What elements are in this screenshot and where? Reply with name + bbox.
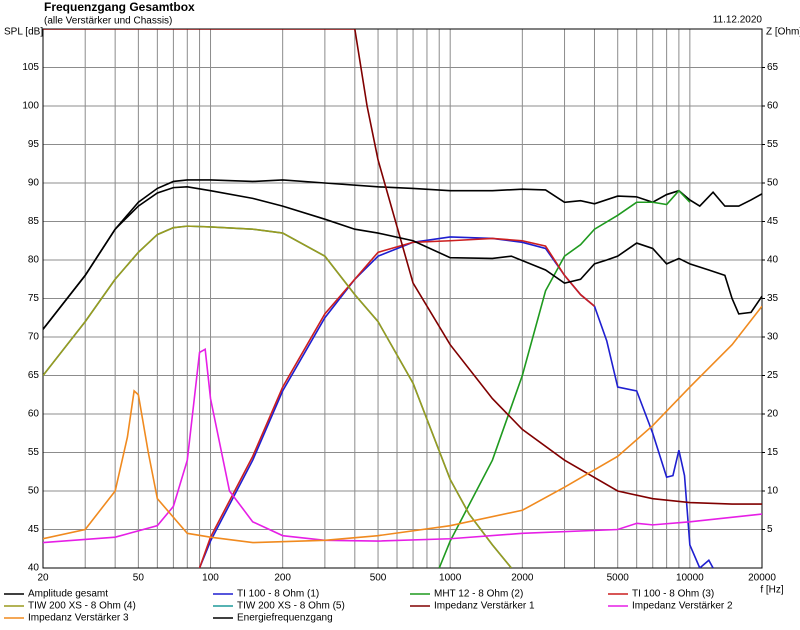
y-tick-label: 75 [28, 293, 40, 304]
x-tick-label: 1000 [439, 573, 462, 584]
y-tick-label: 105 [22, 62, 39, 73]
x-tick-label: 5000 [607, 573, 630, 584]
legend-label: TIW 200 XS - 8 Ohm (5) [237, 601, 345, 612]
legend-label: Impedanz Verstärker 3 [28, 613, 129, 624]
y-tick-label: 70 [28, 332, 40, 343]
x-tick-label: 2000 [511, 573, 534, 584]
series-line [43, 179, 762, 330]
y2-tick-label: 25 [767, 370, 779, 381]
y-tick-label: 90 [28, 178, 40, 189]
series-line [43, 225, 512, 568]
y-tick-label: 40 [28, 563, 40, 574]
series-line [43, 186, 762, 330]
y-tick-label: 60 [28, 409, 40, 420]
legend-label: TI 100 - 8 Ohm (3) [632, 589, 714, 600]
legend-label: TIW 200 XS - 8 Ohm (4) [28, 601, 136, 612]
x-tick-label: 50 [133, 573, 145, 584]
x-tick-label: 10000 [676, 573, 704, 584]
plot-frame [42, 28, 763, 569]
series-line [43, 29, 762, 505]
legend-label: Energiefrequenzgang [237, 613, 333, 624]
x-tick-label: 20000 [748, 573, 776, 584]
series-line [438, 189, 691, 568]
y-tick-label: 85 [28, 216, 40, 227]
y-tick-label: 100 [22, 101, 39, 112]
y2-tick-label: 15 [767, 447, 779, 458]
x-tick-label: 100 [202, 573, 219, 584]
chart-date: 11.12.2020 [713, 15, 763, 26]
chart-title: Frequenzgang Gesamtbox [44, 0, 195, 14]
y2-tick-label: 55 [767, 139, 779, 150]
plot-lines [43, 29, 762, 568]
chart-subtitle: (alle Verstärker und Chassis) [44, 16, 172, 27]
series-line [43, 348, 762, 544]
y2-tick-label: 40 [767, 255, 779, 266]
legend-label: Impedanz Verstärker 1 [434, 601, 535, 612]
x-tick-label: 500 [370, 573, 387, 584]
y2-tick-label: 20 [767, 409, 779, 420]
x-tick-label: 200 [274, 573, 291, 584]
series-line [43, 305, 762, 544]
y-tick-label: 95 [28, 139, 40, 150]
legend-label: MHT 12 - 8 Ohm (2) [434, 589, 523, 600]
y2-tick-label: 5 [767, 524, 773, 535]
y2-tick-label: 65 [767, 62, 779, 73]
y-tick-label: 65 [28, 370, 40, 381]
x-tick-label: 20 [37, 573, 49, 584]
y-tick-label: 50 [28, 486, 40, 497]
legend-label: TI 100 - 8 Ohm (1) [237, 589, 319, 600]
y2-tick-label: 30 [767, 332, 779, 343]
y2-tick-label: 45 [767, 216, 779, 227]
x-axis-label: f [Hz] [760, 585, 784, 596]
y2-tick-label: 50 [767, 178, 779, 189]
y-tick-label: 80 [28, 255, 40, 266]
series-line [198, 237, 595, 568]
legend-label: Impedanz Verstärker 2 [632, 601, 733, 612]
y-tick-label: 45 [28, 524, 40, 535]
y2-axis-label: Z [Ohm] [766, 27, 800, 38]
y2-tick-label: 35 [767, 293, 779, 304]
legend-label: Amplitude gesamt [28, 589, 108, 600]
y-axis-label: SPL [dB] [4, 27, 43, 38]
y-tick-label: 55 [28, 447, 40, 458]
y2-tick-label: 10 [767, 486, 779, 497]
y2-tick-label: 60 [767, 101, 779, 112]
